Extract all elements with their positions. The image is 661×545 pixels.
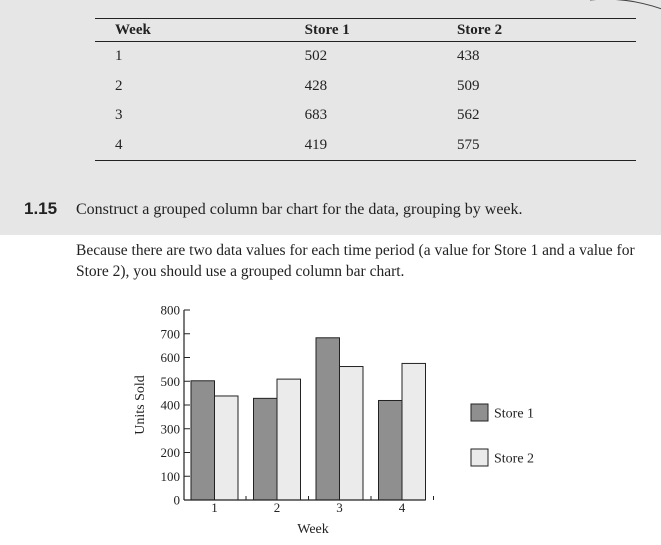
legend-swatch xyxy=(470,448,489,467)
x-tick-label: 2 xyxy=(274,500,281,515)
legend: Store 1 Store 2 xyxy=(470,403,534,467)
bar-store-2-week-4 xyxy=(401,362,426,501)
bar-store-1-week-3 xyxy=(315,337,340,501)
bar-store-1-week-1 xyxy=(190,380,215,501)
problem-statement: 1.15 Construct a grouped column bar chart… xyxy=(24,199,523,219)
legend-label: Store 1 xyxy=(494,407,534,422)
cell-store-1: 683 xyxy=(304,107,328,124)
bar-store-2-week-1 xyxy=(214,395,239,501)
cell-week: 1 xyxy=(115,48,123,65)
y-tick-label: 700 xyxy=(161,326,181,341)
y-tick-label: 800 xyxy=(161,303,181,318)
header-store-1: Store 1 xyxy=(304,18,457,42)
header-week: Week xyxy=(95,18,305,42)
cell-store-1: 419 xyxy=(304,130,457,161)
x-tick-label: 3 xyxy=(336,500,343,515)
legend-swatch xyxy=(470,403,489,422)
cell-store-2: 575 xyxy=(456,130,636,161)
bars-group xyxy=(190,337,426,501)
y-tick-label: 0 xyxy=(174,493,181,508)
cell-week: 3 xyxy=(115,107,123,124)
cell-week: 4 xyxy=(95,130,305,161)
cell-store-1: 428 xyxy=(304,77,328,94)
answer-text: Because there are two data values for ea… xyxy=(76,242,635,280)
cell-store-1: 502 xyxy=(304,48,328,65)
y-tick-label: 600 xyxy=(161,350,181,365)
cell-store-2: 438 xyxy=(456,48,480,65)
bar-store-1-week-4 xyxy=(378,399,403,501)
cell-store-2: 562 xyxy=(456,107,480,124)
bar-store-1-week-2 xyxy=(253,397,278,501)
header-store-2: Store 2 xyxy=(456,18,636,42)
bar-store-2-week-3 xyxy=(339,366,364,501)
bar-store-2-week-2 xyxy=(276,378,301,501)
legend-label: Store 2 xyxy=(494,452,534,467)
y-ticks-group: 0 100 200 300 400 500 600 700 800 xyxy=(161,303,190,508)
cell-store-2: 509 xyxy=(456,77,480,94)
x-tick-label: 1 xyxy=(211,500,218,515)
x-axis-label: Week xyxy=(297,522,329,537)
problem-text: Construct a grouped column bar chart for… xyxy=(76,201,523,218)
table-row: 4 419 575 xyxy=(95,130,636,161)
x-ticks-group: 1 2 3 4 xyxy=(211,496,434,515)
y-axis-label: Units Sold xyxy=(133,375,148,435)
x-tick-label: 4 xyxy=(399,500,406,515)
problem-number: 1.15 xyxy=(24,199,58,218)
table-header-row: Week Store 1 Store 2 xyxy=(95,18,636,42)
table-row: 1 502 438 xyxy=(95,42,636,72)
y-tick-label: 100 xyxy=(161,469,181,484)
y-tick-label: 300 xyxy=(161,421,181,436)
y-tick-label: 500 xyxy=(161,374,181,389)
y-tick-label: 200 xyxy=(161,445,181,460)
cell-week: 2 xyxy=(115,77,123,94)
table-row: 2 428 509 xyxy=(95,72,636,102)
y-tick-label: 400 xyxy=(161,398,181,413)
corner-curve-decoration xyxy=(590,0,661,10)
table-row: 3 683 562 xyxy=(95,101,636,131)
sales-table: Week Store 1 Store 2 1 502 438 2 428 509… xyxy=(95,18,636,161)
